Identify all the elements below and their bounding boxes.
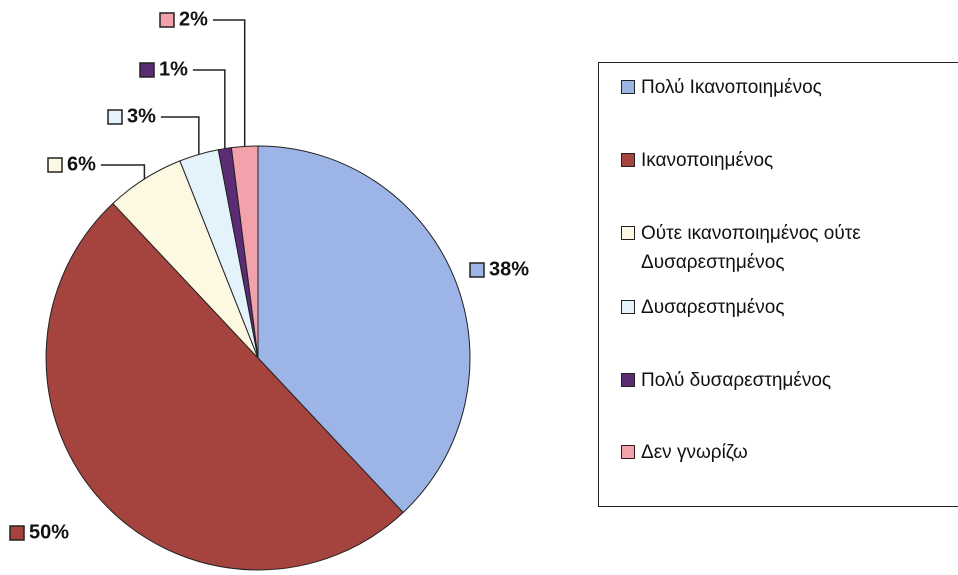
chart: 38% 50% 6% 3% 1% 2% <box>9 8 529 571</box>
value-label: 6% <box>67 153 96 175</box>
legend-item: Πολύ δυσαρεστημένος <box>621 366 958 395</box>
legend-label: Ούτε ικανοποιημένος ούτε Δυσαρεστημένος <box>641 223 861 273</box>
legend-label: Πολύ Ικανοποιημένος <box>641 77 822 98</box>
legend-item: Ικανοποιημένος <box>621 146 958 175</box>
legend-swatch <box>621 226 635 240</box>
pie-slice <box>257 145 471 514</box>
label-swatch <box>47 157 63 173</box>
legend-label: Δεν γνωρίζω <box>641 442 748 463</box>
label-swatch <box>159 12 175 28</box>
legend: Πολύ Ικανοποιημένος Ικανοποιημένος Ούτε ικ… <box>598 62 958 507</box>
legend-item: Δυσαρεστημένος <box>621 293 958 322</box>
pie-slice <box>230 145 259 359</box>
legend-label: Δυσαρεστημένος <box>641 297 785 318</box>
leader-line <box>212 19 246 147</box>
value-label: 2% <box>179 8 208 30</box>
legend-swatch <box>621 300 635 314</box>
value-label: 38% <box>489 258 529 280</box>
leader-line <box>100 164 146 180</box>
legend-swatch <box>621 80 635 94</box>
label-swatch <box>107 109 123 125</box>
legend-item: Πολύ Ικανοποιημένος <box>621 73 958 102</box>
legend-swatch <box>621 445 635 459</box>
label-swatch <box>469 262 485 278</box>
value-label: 3% <box>127 105 156 127</box>
value-label: 1% <box>159 58 188 80</box>
legend-item: Δεν γνωρίζω <box>621 438 958 467</box>
legend-item: Ούτε ικανοποιημένος ούτε Δυσαρεστημένος <box>621 219 958 277</box>
legend-label: Πολύ δυσαρεστημένος <box>641 370 832 391</box>
leader-line <box>160 116 200 155</box>
pie-slice <box>45 202 404 571</box>
legend-swatch <box>621 373 635 387</box>
value-label: 50% <box>29 521 69 543</box>
legend-swatch <box>621 153 635 167</box>
leader-line <box>192 69 226 149</box>
label-swatch <box>139 62 155 78</box>
legend-label: Ικανοποιημένος <box>641 150 774 171</box>
label-swatch <box>9 525 25 541</box>
